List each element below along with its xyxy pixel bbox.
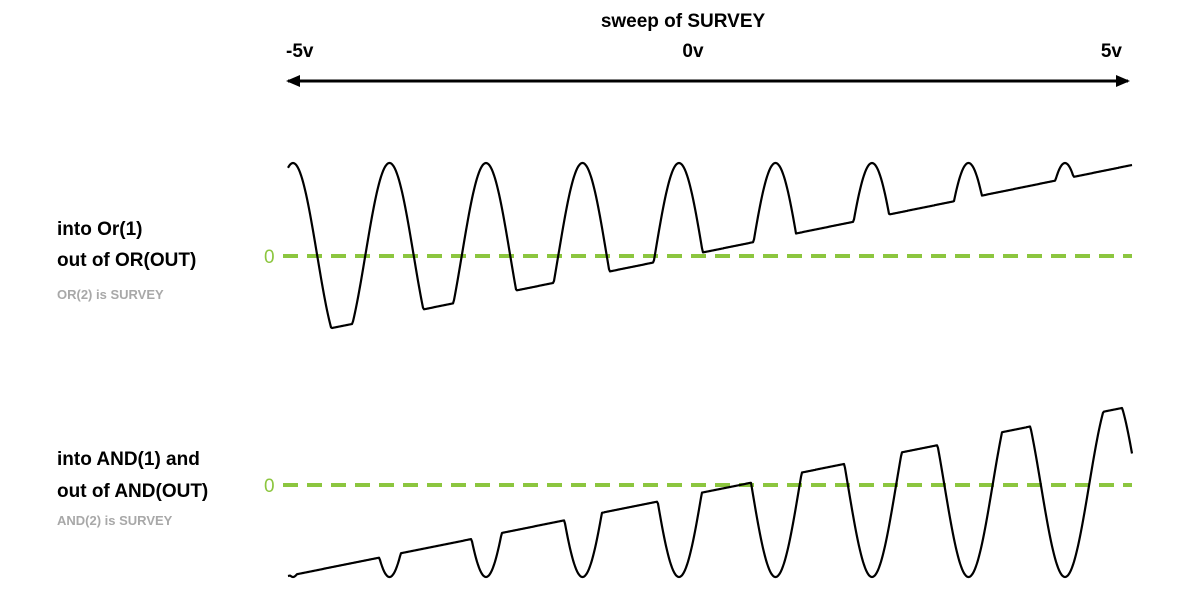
and-note: AND(2) is SURVEY — [57, 513, 173, 528]
or-label-line2: out of OR(OUT) — [57, 250, 196, 271]
or-note: OR(2) is SURVEY — [57, 287, 164, 302]
and-zero-label: 0 — [264, 476, 275, 497]
or-output-waveform — [287, 161, 1133, 330]
sweep-left-label: -5v — [286, 41, 314, 62]
or-label-line1: into Or(1) — [57, 219, 143, 240]
sweep-right-label: 5v — [1101, 41, 1123, 62]
sweep-title: sweep of SURVEY — [601, 11, 766, 32]
sweep-center-label: 0v — [682, 41, 704, 62]
or-zero-label: 0 — [264, 247, 275, 268]
and-output-waveform — [287, 406, 1134, 579]
and-label-line2: out of AND(OUT) — [57, 481, 208, 502]
and-label-line1: into AND(1) and — [57, 449, 200, 470]
